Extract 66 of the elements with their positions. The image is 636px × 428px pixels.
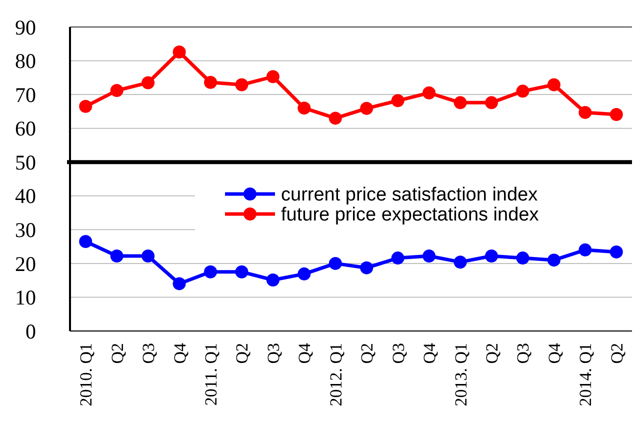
x-tick-label: Q3 <box>514 343 533 364</box>
point <box>110 250 124 263</box>
point <box>360 261 374 274</box>
point <box>142 76 155 90</box>
y-tick-label: 10 <box>15 286 36 310</box>
point <box>79 234 92 248</box>
x-tick-label: 2014. Q1 <box>576 343 596 406</box>
point <box>298 102 311 115</box>
x-tick-label: Q2 <box>607 343 626 364</box>
point <box>328 112 342 125</box>
point <box>516 252 530 265</box>
point <box>578 106 592 119</box>
x-tick-label: Q3 <box>139 343 158 364</box>
y-tick-label: 70 <box>15 82 36 107</box>
y-tick-label: 20 <box>15 252 36 276</box>
y-tick-label: 0 <box>26 319 36 344</box>
y-tick-label: 60 <box>15 116 36 141</box>
x-tick-label: Q4 <box>295 342 314 364</box>
x-tick-label: Q3 <box>388 343 408 364</box>
x-tick-label: Q4 <box>544 342 564 364</box>
point <box>391 94 404 108</box>
point <box>547 254 560 267</box>
point <box>298 267 311 280</box>
x-tick-label: Q2 <box>232 343 252 364</box>
point <box>328 256 342 270</box>
point <box>547 78 560 92</box>
y-tick-label: 80 <box>15 49 36 74</box>
point <box>110 84 124 97</box>
x-tick-label: Q4 <box>420 342 440 364</box>
point <box>142 250 155 263</box>
point <box>204 265 217 278</box>
y-tick-label: 50 <box>15 150 36 174</box>
point <box>172 277 186 290</box>
x-tick-label: Q4 <box>170 342 190 364</box>
legend-label: current price satisfaction index <box>281 184 538 206</box>
point <box>235 265 248 278</box>
point <box>516 84 530 98</box>
point <box>578 243 592 256</box>
point <box>454 96 467 110</box>
y-tick-label: 90 <box>15 15 36 40</box>
x-tick-label: Q2 <box>358 343 377 364</box>
point <box>266 70 280 84</box>
x-tick-label: 2012. Q1 <box>326 343 346 406</box>
point <box>172 45 186 58</box>
point <box>266 273 280 286</box>
x-tick-label: Q2 <box>482 343 502 364</box>
point <box>485 250 498 263</box>
point <box>391 252 404 265</box>
point <box>610 245 623 258</box>
y-tick-label: 30 <box>15 218 36 242</box>
point <box>422 86 436 100</box>
point <box>235 78 248 92</box>
x-tick-label: 2011. Q1 <box>202 343 220 406</box>
y-tick-label: 40 <box>15 184 36 208</box>
point <box>454 256 467 269</box>
x-tick-label: Q3 <box>264 343 283 364</box>
x-tick-label: Q2 <box>108 343 127 364</box>
legend-label: future price expectations index <box>281 204 540 226</box>
point <box>360 102 374 115</box>
point <box>422 250 436 263</box>
x-tick-label: 2013. Q1 <box>451 343 470 406</box>
point <box>79 100 92 113</box>
point <box>610 108 623 121</box>
point <box>204 76 217 89</box>
x-tick-label: 2010. Q1 <box>76 343 96 406</box>
point <box>485 96 498 110</box>
